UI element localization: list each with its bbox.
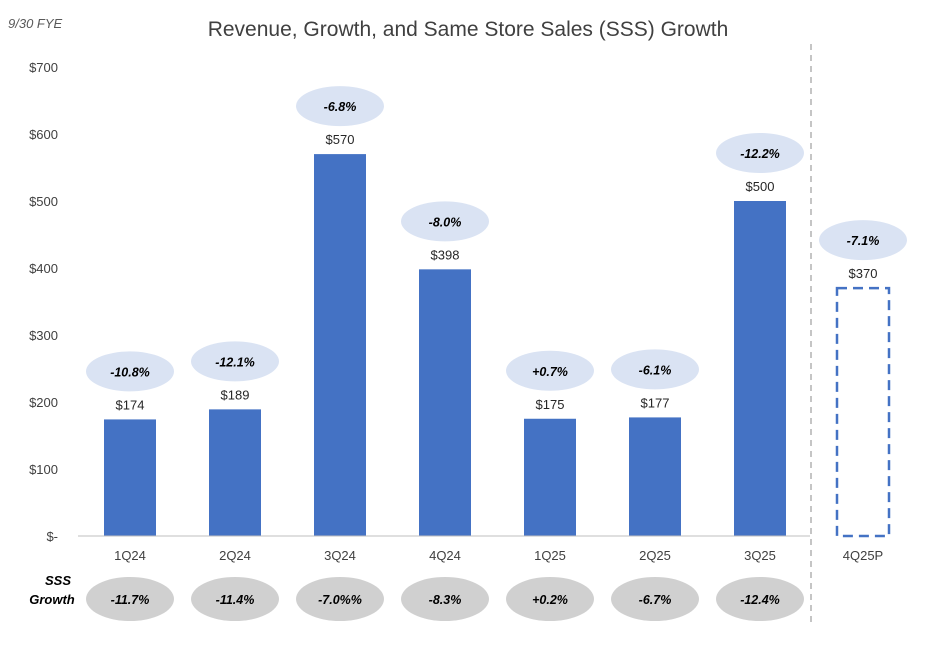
sss-bubble — [191, 577, 279, 621]
growth-bubble-label: -6.8% — [324, 100, 357, 114]
bar-value-label: $500 — [746, 179, 775, 194]
sss-bubble — [296, 577, 384, 621]
y-tick-label: $600 — [29, 127, 58, 142]
sss-bubble-label: -7.0%% — [318, 593, 362, 607]
growth-bubble — [611, 349, 699, 390]
bar-value-label: $398 — [431, 247, 460, 262]
x-tick-label: 2Q24 — [219, 548, 251, 563]
growth-bubble — [296, 86, 384, 127]
sss-bubble-label: -11.7% — [111, 593, 150, 607]
revenue-bar — [629, 417, 681, 536]
chart-title: Revenue, Growth, and Same Store Sales (S… — [207, 18, 729, 41]
sss-bubble-label: -8.3% — [429, 593, 462, 607]
growth-bubble-label: -6.1% — [639, 363, 672, 377]
growth-bubble — [819, 220, 907, 261]
growth-bubble — [506, 350, 594, 391]
growth-bubble-label: -8.0% — [429, 215, 462, 229]
sss-growth-row: SSS Growth -11.7% -11.4% -7.0%% -8.3% +0.2% -… — [29, 573, 804, 621]
growth-bubble — [716, 133, 804, 173]
x-tick-label: 1Q24 — [114, 548, 146, 563]
y-axis: $- $100 $200 $300 $400 $500 $600 $700 — [29, 60, 58, 544]
revenue-bar — [419, 269, 471, 536]
sss-bubble — [611, 577, 699, 621]
y-tick-label: $500 — [29, 194, 58, 209]
bars-group: $174 -10.8% $189 -12.1% $570 -6.8% $398 -8.0% $1… — [86, 86, 907, 538]
growth-bubble — [401, 201, 489, 242]
y-tick-label: $- — [46, 529, 58, 544]
bar-value-label: $370 — [849, 266, 878, 281]
bar-value-label: $177 — [641, 395, 670, 410]
x-tick-label: 3Q25 — [744, 548, 776, 563]
sss-label-line2: Growth — [29, 592, 75, 607]
growth-bubble-label: -12.1% — [215, 355, 255, 369]
fiscal-year-note: 9/30 FYE — [8, 16, 63, 31]
bar-value-label: $570 — [326, 132, 355, 147]
revenue-bar — [524, 418, 576, 536]
growth-bubble — [86, 351, 174, 392]
x-tick-label: 4Q25P — [843, 548, 883, 563]
sss-bubble — [716, 577, 804, 621]
x-tick-label: 4Q24 — [429, 548, 461, 563]
projected-bar — [835, 286, 891, 538]
sss-bubble-label: -11.4% — [216, 593, 255, 607]
revenue-bar — [314, 154, 366, 536]
x-tick-label: 3Q24 — [324, 548, 356, 563]
revenue-bar — [209, 409, 261, 536]
growth-bubble — [191, 341, 279, 382]
bar-value-label: $174 — [116, 397, 145, 412]
x-tick-label: 1Q25 — [534, 548, 566, 563]
revenue-bar — [104, 419, 156, 536]
revenue-bar — [734, 201, 786, 536]
sss-bubble — [401, 577, 489, 621]
sss-bubble-label: +0.2% — [532, 593, 568, 607]
y-tick-label: $100 — [29, 462, 58, 477]
growth-bubble-label: -10.8% — [110, 365, 150, 379]
bar-value-label: $175 — [536, 397, 565, 412]
bar-value-label: $189 — [221, 387, 250, 402]
x-axis: 1Q24 2Q24 3Q24 4Q24 1Q25 2Q25 3Q25 4Q25P — [78, 44, 883, 622]
y-tick-label: $300 — [29, 328, 58, 343]
y-tick-label: $700 — [29, 60, 58, 75]
sss-bubble — [86, 577, 174, 621]
growth-bubble-label: +0.7% — [532, 365, 568, 379]
x-tick-label: 2Q25 — [639, 548, 671, 563]
sss-bubble-label: -12.4% — [740, 593, 780, 607]
growth-bubble-label: -12.2% — [740, 147, 780, 161]
sss-label-line1: SSS — [45, 573, 71, 588]
y-tick-label: $400 — [29, 261, 58, 276]
y-tick-label: $200 — [29, 395, 58, 410]
sss-bubble — [506, 577, 594, 621]
growth-bubble-label: -7.1% — [847, 234, 880, 248]
sss-bubble-label: -6.7% — [639, 593, 672, 607]
